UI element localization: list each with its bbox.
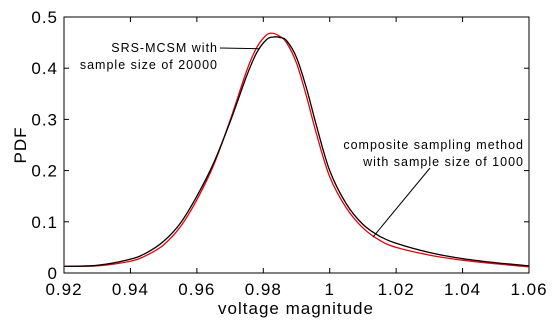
annotation-line: SRS-MCSM with [111,41,218,55]
annotation-line: sample size of 20000 [80,58,218,72]
x-tick-label: 1.02 [378,280,415,299]
y-tick-label: 0.3 [31,110,58,129]
x-tick-label: 0.98 [245,280,282,299]
x-axis-label: voltage magnitude [218,299,374,318]
series-line-composite [63,32,530,268]
annotation-srs-pointer [219,47,260,50]
annotation-composite-label: composite sampling method with sample siz… [343,138,524,169]
annotation-srs-label: SRS-MCSM with sample size of 20000 [80,41,218,72]
x-tick-label: 1.06 [510,280,547,299]
x-tick-label: 1.04 [444,280,481,299]
annotation-line: composite sampling method [343,138,524,152]
x-tick-label: 1 [324,280,334,299]
y-tick-label: 0.5 [31,8,58,27]
y-tick-label: 0.4 [31,59,58,78]
x-tick-label: 0.96 [178,280,215,299]
x-tick-label: 0.92 [45,280,82,299]
y-tick-label: 0 [48,264,58,283]
annotation-line: with sample size of 1000 [362,155,524,169]
x-tick-label: 0.94 [112,280,149,299]
y-axis-label: PDF [11,127,30,164]
y-tick-label: 0.1 [31,213,58,232]
series-line-srs-mcsm [63,36,530,267]
y-tick-label: 0.2 [31,162,58,181]
annotation-composite-pointer [372,167,431,238]
plot-area [63,16,530,274]
